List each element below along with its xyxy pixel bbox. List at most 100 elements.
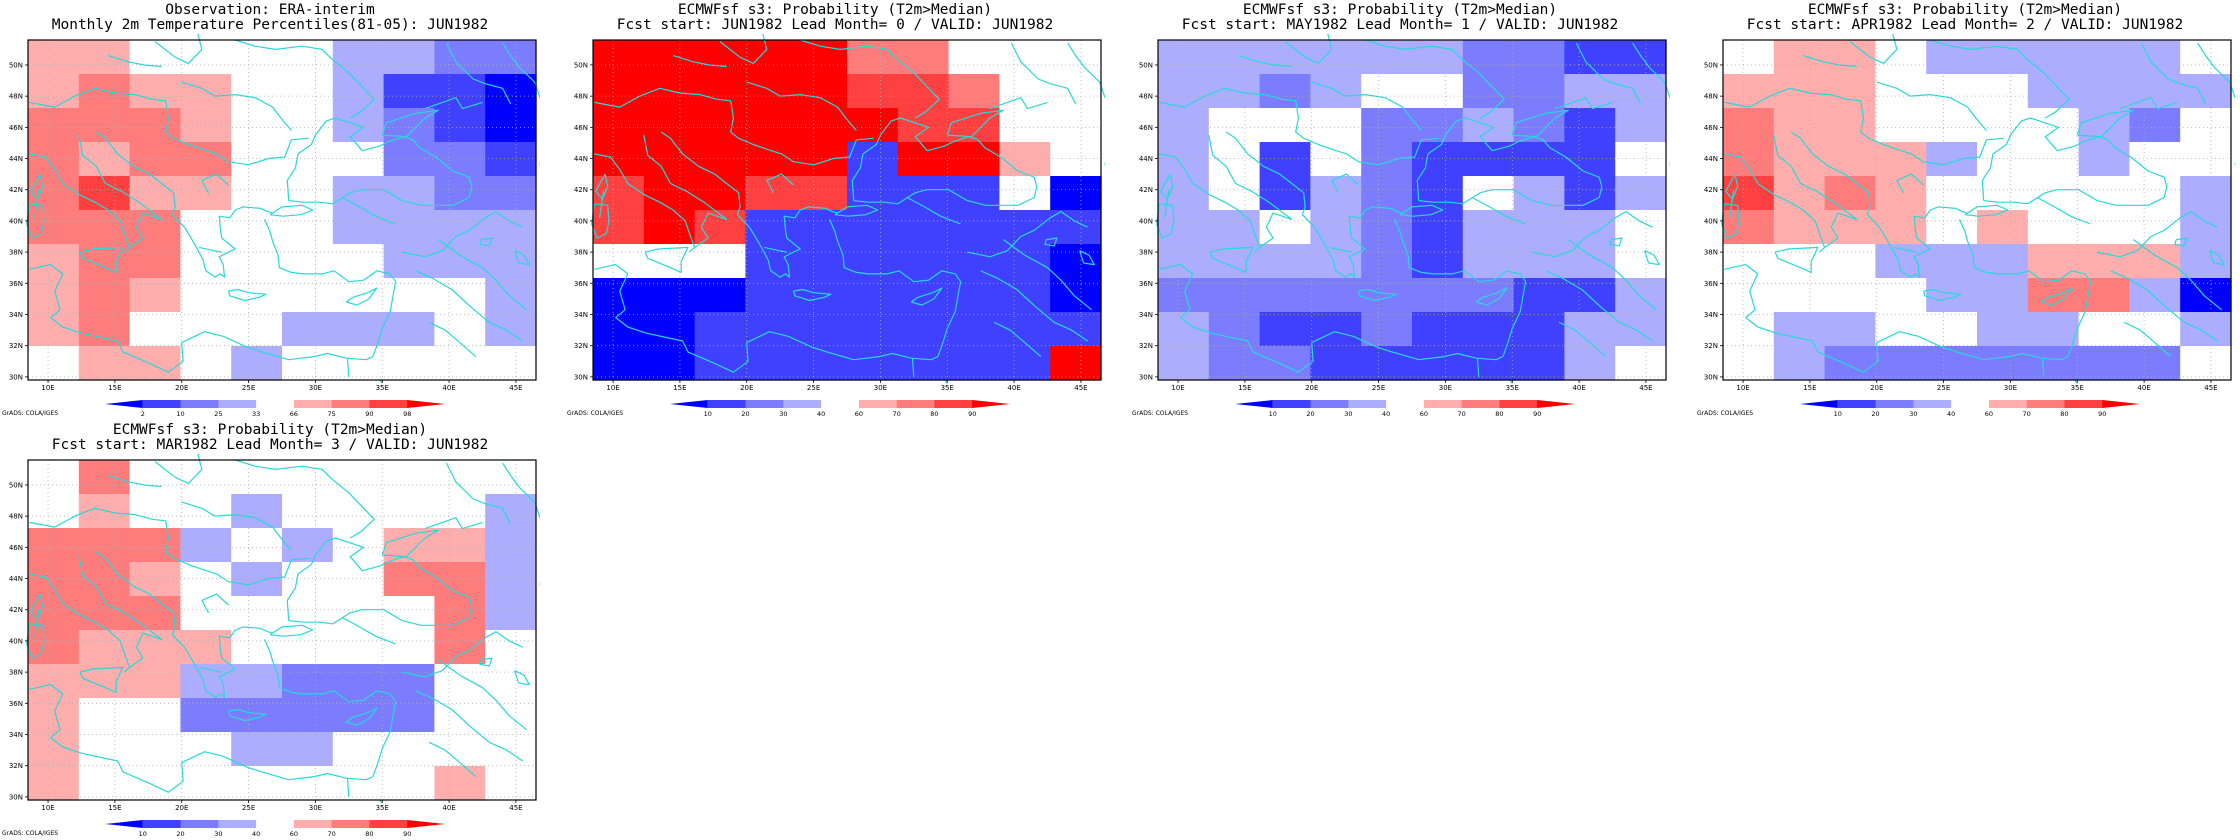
colorbar-label: 75 xyxy=(328,410,336,418)
grid-cell xyxy=(231,40,283,75)
grid-cell xyxy=(694,312,746,347)
colorbar-label: 60 xyxy=(855,410,863,418)
colorbar-segment xyxy=(256,820,295,828)
coastline xyxy=(1893,246,1917,253)
grid-cell xyxy=(2129,346,2181,381)
coastline xyxy=(227,288,267,302)
grid-cell xyxy=(1513,312,1565,347)
grid-cell xyxy=(593,346,645,381)
grid-cell xyxy=(796,74,848,109)
colorbar-label: 10 xyxy=(1834,410,1842,418)
coastline xyxy=(967,211,1088,258)
colorbar-label: 33 xyxy=(252,410,260,418)
grid-cell xyxy=(1824,210,1876,245)
grid-cell xyxy=(1259,278,1311,313)
coastline xyxy=(479,237,493,247)
panel-title: ECMWFsf s3: Probability (T2m>Median) xyxy=(112,422,428,438)
grid-cell xyxy=(2078,40,2130,75)
panel-lead-3: ECMWFsf s3: Probability (T2m>Median) Fcs… xyxy=(0,420,540,840)
grid-cell xyxy=(1615,278,1667,313)
lat-tick-label: 50N xyxy=(1139,61,1153,69)
grid-cell xyxy=(231,528,283,563)
grid-cell xyxy=(2180,346,2232,381)
coastline xyxy=(1159,264,1504,373)
colorbar-max-arrow xyxy=(1537,400,1575,408)
grid-cell xyxy=(745,108,797,143)
grid-cell xyxy=(1513,142,1565,177)
coastline xyxy=(946,109,1004,138)
coastline xyxy=(78,134,163,248)
lat-tick-label: 50N xyxy=(1704,61,1718,69)
lat-tick-label: 38N xyxy=(9,669,23,677)
colorbar-label: 30 xyxy=(214,830,222,838)
grid-cell xyxy=(1875,244,1927,279)
grid-cell xyxy=(1926,346,1978,381)
grid-cell xyxy=(485,596,537,631)
grid-cell xyxy=(1723,312,1775,347)
grid-cell xyxy=(1824,312,1876,347)
grid-cell xyxy=(180,460,232,495)
grid-cell xyxy=(78,346,131,381)
colorbar-label: 30 xyxy=(1909,410,1917,418)
grid-cell xyxy=(1050,176,1102,211)
grid-cell xyxy=(28,210,80,245)
grid-cell xyxy=(593,278,645,313)
grid-cell xyxy=(2027,346,2080,381)
colorbar-label: 25 xyxy=(214,410,222,418)
grid-cell xyxy=(1723,244,1775,279)
grid-cell xyxy=(434,664,486,699)
grid-cell xyxy=(78,108,131,143)
grid-cell xyxy=(2078,278,2130,313)
grid-cell xyxy=(1462,346,1515,381)
grid-cell xyxy=(282,528,334,563)
colorbar-label: 40 xyxy=(252,830,260,838)
lat-tick-label: 42N xyxy=(1139,186,1153,194)
grid-cell xyxy=(1158,40,1210,75)
grid-cell xyxy=(78,278,131,313)
map-frame xyxy=(1722,39,2232,381)
colorbar-segment xyxy=(821,400,860,408)
grid-cell xyxy=(434,142,486,177)
grid-cell xyxy=(282,312,334,347)
panel-lead-1: ECMWFsf s3: Probability (T2m>Median) Fcs… xyxy=(1130,0,1670,420)
grid-cell xyxy=(28,74,80,109)
coastline xyxy=(1159,87,1439,166)
grid-cell xyxy=(485,562,537,597)
grid-cell xyxy=(485,732,537,767)
grid-cell xyxy=(282,766,334,801)
grid-cell xyxy=(129,74,181,109)
colorbar-max-arrow xyxy=(407,400,445,408)
grid-cell xyxy=(2027,176,2080,211)
grid-cell xyxy=(1926,40,1978,75)
grid-cell xyxy=(485,176,537,211)
grid-cell xyxy=(897,74,950,109)
grid-cell xyxy=(1875,278,1927,313)
panel-subtitle: Monthly 2m Temperature Percentiles(81-05… xyxy=(51,17,489,33)
coastline xyxy=(834,204,879,217)
grid-cell xyxy=(180,244,232,279)
lat-tick-label: 46N xyxy=(9,544,23,552)
grid-cell xyxy=(180,40,232,75)
colorbar-segment xyxy=(218,820,257,828)
map-canvas: 10E 15E 20E 25E 30E 35E 40E 45E 30N 32N 34N 36N 38N 4… xyxy=(1139,33,1670,418)
colorbar-segment xyxy=(142,400,182,408)
grid-cell xyxy=(180,528,232,563)
colorbar-segment xyxy=(934,400,973,408)
grid-cell xyxy=(1310,142,1362,177)
lat-tick-label: 32N xyxy=(1704,342,1718,350)
colorbar-segment xyxy=(745,400,784,408)
lat-tick-label: 46N xyxy=(1704,124,1718,132)
coastline xyxy=(29,264,374,373)
grid-cell xyxy=(1259,312,1311,347)
coastlines xyxy=(26,453,540,804)
grid-cell xyxy=(593,312,645,347)
grid-cell xyxy=(180,176,232,211)
lon-tick-label: 40E xyxy=(442,384,455,392)
colorbar-label: 30 xyxy=(1344,410,1352,418)
grid-cell xyxy=(332,630,385,665)
coastline xyxy=(1357,288,1397,302)
colorbar-min-arrow xyxy=(670,400,708,408)
coastline xyxy=(1044,237,1058,247)
coastline xyxy=(1225,131,1403,278)
coastline xyxy=(235,459,375,539)
